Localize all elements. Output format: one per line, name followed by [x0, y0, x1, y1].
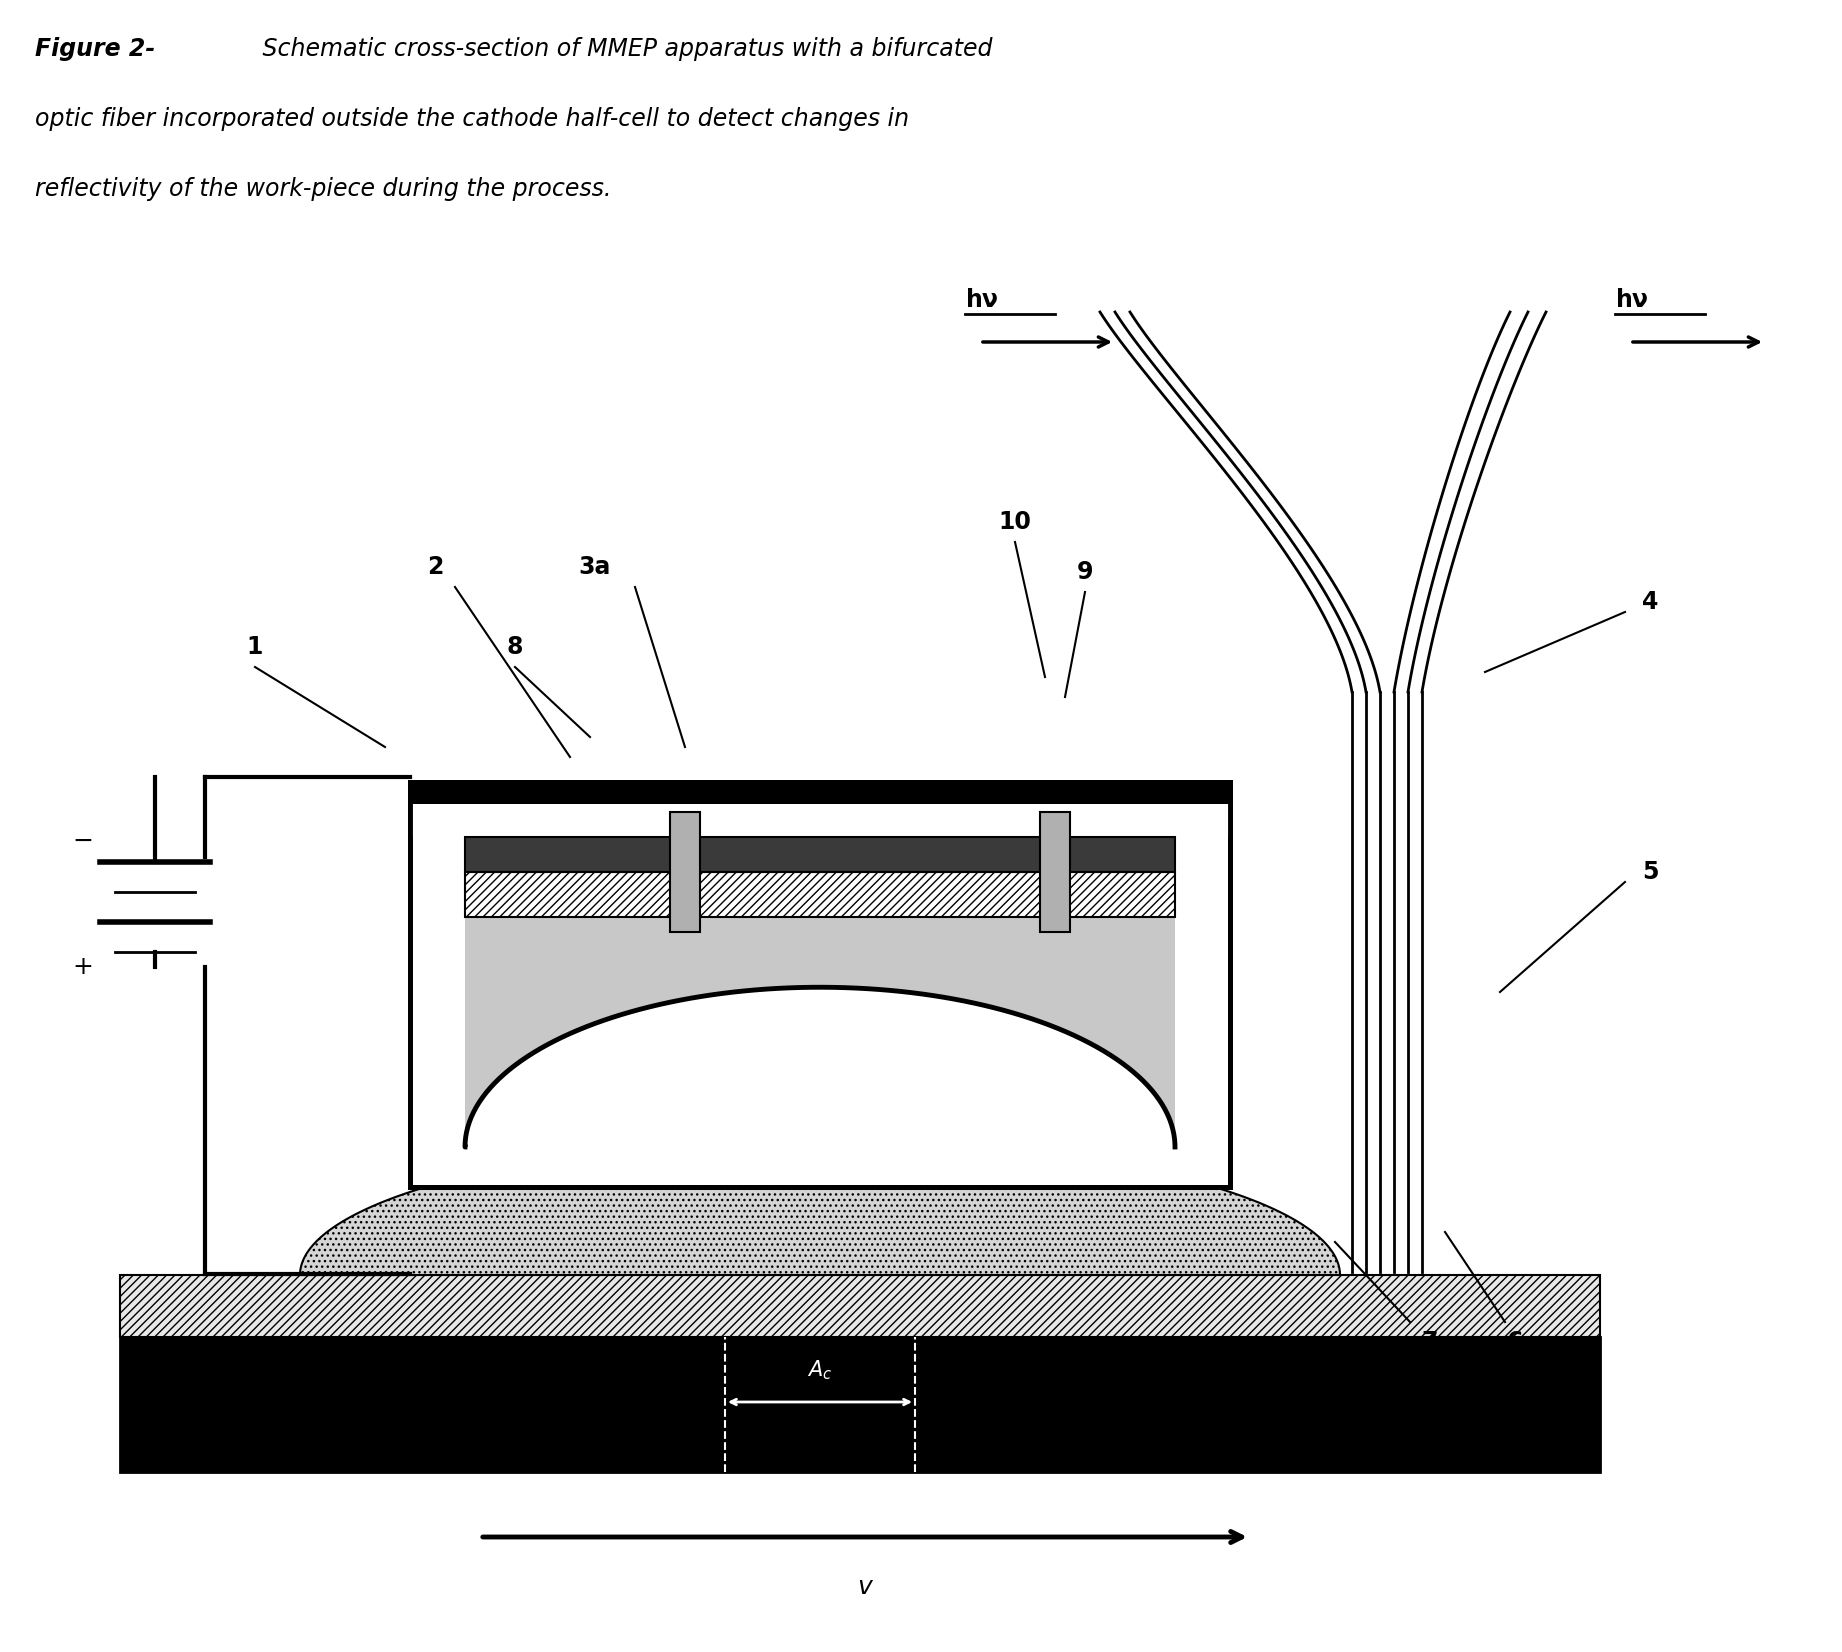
Bar [1041, 813, 1070, 932]
Bar [411, 781, 1230, 1188]
Bar [120, 1336, 1601, 1472]
Text: $\mathbf{h\nu}$: $\mathbf{h\nu}$ [965, 287, 998, 312]
Text: reflectivity of the work-piece during the process.: reflectivity of the work-piece during th… [35, 177, 612, 202]
Bar [411, 781, 1230, 805]
Text: $A_c$: $A_c$ [807, 1358, 833, 1383]
Bar [411, 781, 1230, 838]
Text: Figure 2-: Figure 2- [35, 36, 155, 61]
Bar [464, 872, 1175, 917]
Text: v: v [858, 1574, 873, 1599]
Text: $-$: $-$ [72, 828, 92, 852]
Bar [120, 1275, 1601, 1336]
Text: $+$: $+$ [72, 955, 92, 980]
Text: $\mathbf{h\nu}$: $\mathbf{h\nu}$ [1615, 287, 1649, 312]
Text: 9: 9 [1078, 560, 1094, 585]
Polygon shape [464, 917, 1175, 1146]
Text: optic fiber incorporated outside the cathode half-cell to detect changes in: optic fiber incorporated outside the cat… [35, 107, 910, 131]
Bar [411, 781, 1230, 1188]
Text: 2: 2 [427, 555, 444, 578]
Bar [670, 813, 700, 932]
Text: 3a: 3a [578, 555, 612, 578]
Text: 6: 6 [1507, 1330, 1523, 1355]
Polygon shape [300, 1140, 1339, 1275]
Text: 8: 8 [507, 634, 523, 659]
Text: Schematic cross-section of MMEP apparatus with a bifurcated: Schematic cross-section of MMEP apparatu… [254, 36, 993, 61]
Text: 4: 4 [1641, 590, 1658, 615]
Text: 1: 1 [247, 634, 263, 659]
Text: 5: 5 [1641, 861, 1658, 884]
Bar [464, 838, 1175, 872]
Text: 7: 7 [1422, 1330, 1439, 1355]
Text: 10: 10 [998, 510, 1032, 534]
